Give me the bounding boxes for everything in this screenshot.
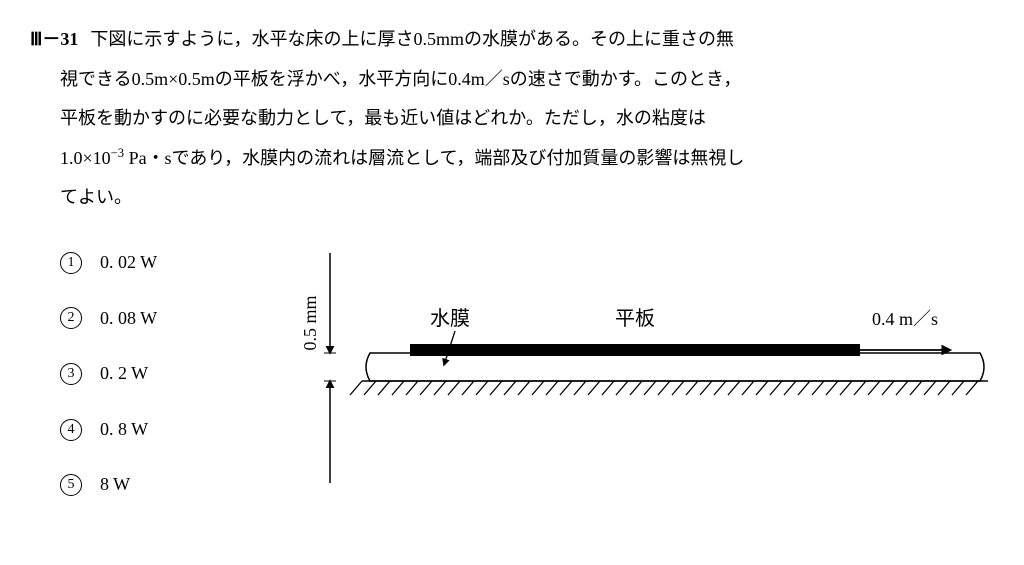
choice-label: 8 W [100, 465, 130, 505]
choice-item: 3 0. 2 W [60, 354, 250, 394]
text-line-4-prefix: 1.0×10 [60, 148, 111, 168]
problem-number: Ⅲ－31 [30, 29, 78, 49]
svg-text:平板: 平板 [615, 307, 655, 330]
svg-text:0.5 mm: 0.5 mm [300, 295, 320, 350]
choice-number: 1 [60, 252, 82, 274]
problem-statement: Ⅲ－31 下図に示すように，水平な床の上に厚さ0.5mmの水膜がある。その上に重さ… [30, 20, 994, 218]
text-line-3: 平板を動かすのに必要な動力として，最も近い値はどれか。ただし，水の粘度は [60, 108, 706, 128]
choice-number: 4 [60, 419, 82, 441]
choices-list: 1 0. 02 W 2 0. 08 W 3 0. 2 W 4 0. 8 W 5 … [30, 243, 250, 521]
text-line-4-suffix: Pa・sであり，水膜内の流れは層流として，端部及び付加質量の影響は無視し [124, 148, 744, 168]
text-line-4-exp: −3 [111, 146, 124, 160]
diagram-container: 0.5 mm 水膜 平板 0.4 m／s [290, 243, 994, 503]
choice-label: 0. 08 W [100, 299, 157, 339]
diagram-svg: 0.5 mm 水膜 平板 0.4 m／s [290, 243, 990, 503]
choice-item: 1 0. 02 W [60, 243, 250, 283]
choice-number: 5 [60, 474, 82, 496]
svg-text:水膜: 水膜 [430, 307, 470, 330]
choice-number: 3 [60, 363, 82, 385]
choice-label: 0. 02 W [100, 243, 157, 283]
content-row: 1 0. 02 W 2 0. 08 W 3 0. 2 W 4 0. 8 W 5 … [30, 243, 994, 521]
text-line-1: 下図に示すように，水平な床の上に厚さ0.5mmの水膜がある。その上に重さの無 [90, 29, 734, 49]
text-line-5: てよい。 [60, 187, 132, 207]
svg-text:0.4 m／s: 0.4 m／s [872, 309, 938, 329]
choice-item: 5 8 W [60, 465, 250, 505]
choice-label: 0. 8 W [100, 410, 148, 450]
choice-item: 4 0. 8 W [60, 410, 250, 450]
choice-number: 2 [60, 307, 82, 329]
choice-item: 2 0. 08 W [60, 299, 250, 339]
text-line-2: 視できる0.5m×0.5mの平板を浮かべ，水平方向に0.4m／sの速さで動かす。… [60, 69, 741, 89]
choice-label: 0. 2 W [100, 354, 148, 394]
